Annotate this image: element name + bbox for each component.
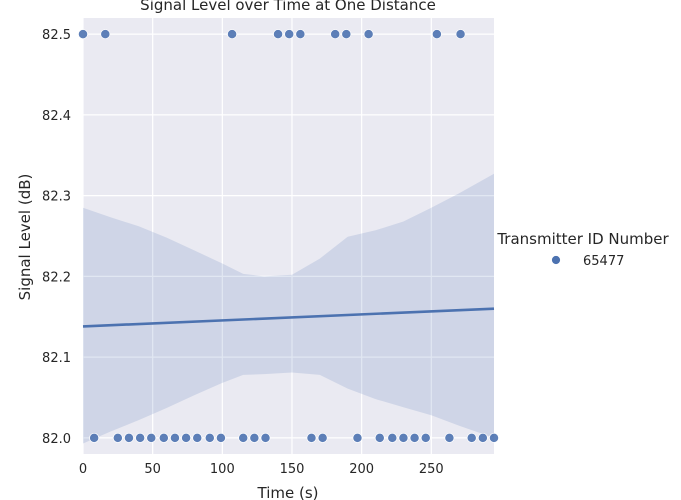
legend-title: Transmitter ID Number: [496, 230, 669, 248]
data-point: [78, 29, 88, 40]
legend: Transmitter ID Number 65477: [496, 230, 669, 269]
confidence-band: [83, 173, 494, 444]
data-point: [215, 432, 226, 443]
x-tick-label: 0: [79, 462, 87, 477]
data-point: [170, 432, 180, 443]
data-point: [330, 29, 341, 40]
data-point: [341, 29, 352, 40]
data-point: [181, 432, 192, 443]
data-points: [78, 29, 499, 443]
regression-line-layer: [82, 307, 495, 328]
x-tick-label: 250: [419, 462, 444, 477]
data-point: [295, 29, 306, 40]
data-point: [444, 432, 455, 443]
data-point: [124, 432, 134, 443]
data-point: [398, 432, 409, 443]
data-point: [363, 29, 374, 40]
data-point: [204, 432, 215, 443]
plot-area: [83, 18, 494, 454]
y-tick-label: 82.5: [42, 28, 71, 43]
y-tick-label: 82.4: [42, 109, 71, 124]
data-point: [273, 29, 284, 40]
y-tick-label: 82.1: [42, 351, 71, 366]
regression-line: [82, 307, 495, 328]
x-axis-label: Time (s): [257, 484, 319, 500]
data-point: [146, 432, 157, 443]
confidence-band-layer: [83, 173, 494, 444]
data-point: [135, 432, 146, 443]
data-point: [387, 432, 398, 443]
data-point: [260, 432, 271, 443]
data-point: [455, 29, 466, 40]
data-point: [227, 29, 238, 40]
x-tick-labels: 0 50 100 150 200 250: [79, 462, 444, 477]
data-point: [317, 432, 328, 443]
y-tick-label: 82.3: [42, 190, 71, 205]
data-point: [112, 432, 123, 443]
data-point: [284, 29, 295, 40]
data-point: [409, 432, 420, 443]
grid-lines: [82, 18, 494, 454]
data-point: [89, 432, 100, 443]
x-tick-label: 200: [349, 462, 374, 477]
y-tick-label: 82.2: [42, 270, 71, 285]
data-point: [466, 432, 477, 443]
x-tick-label: 150: [280, 462, 305, 477]
data-point: [100, 29, 111, 40]
data-point: [238, 432, 249, 443]
x-tick-label: 100: [210, 462, 235, 477]
data-point: [477, 432, 488, 443]
data-point: [192, 432, 203, 443]
data-point: [158, 432, 169, 443]
y-axis-label: Signal Level (dB): [16, 174, 34, 301]
data-point: [420, 432, 431, 443]
data-point: [306, 432, 317, 443]
legend-entry-label: 65477: [583, 254, 624, 269]
legend-marker: [551, 255, 561, 265]
data-point: [489, 432, 499, 443]
y-tick-label: 82.0: [42, 432, 71, 447]
data-point: [352, 432, 363, 443]
x-tick-label: 50: [144, 462, 161, 477]
data-point: [431, 29, 442, 40]
data-point: [374, 432, 385, 443]
data-point: [249, 432, 260, 443]
y-tick-labels: 82.0 82.1 82.2 82.3 82.4 82.5: [42, 28, 71, 447]
chart-title: Signal Level over Time at One Distance: [140, 0, 436, 14]
